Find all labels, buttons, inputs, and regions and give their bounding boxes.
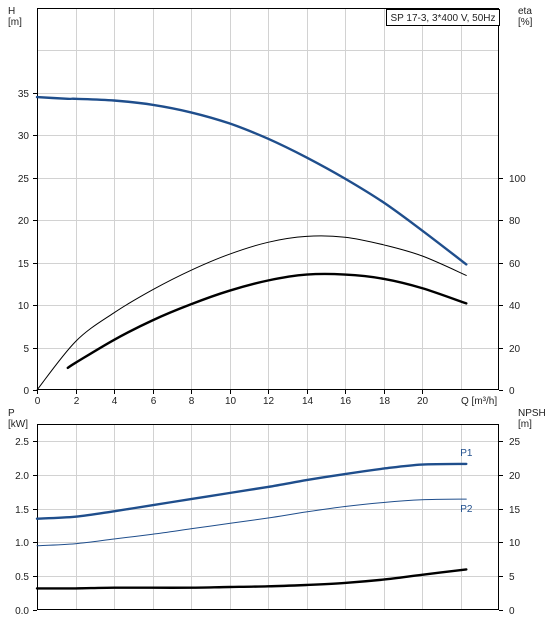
- plot-frame-1: [37, 8, 499, 390]
- y-tick-label: 15: [18, 259, 30, 270]
- y2-tick-label: 15: [509, 505, 521, 516]
- y2-axis-unit: [m]: [518, 419, 532, 430]
- x-tick-label: 8: [189, 396, 195, 407]
- y2-tick-label: 0: [509, 606, 515, 617]
- x-tick-label: 20: [417, 396, 429, 407]
- series-label-p2: P2: [460, 504, 473, 515]
- y2-axis-label: NPSH: [518, 408, 546, 419]
- y2-tick-label: 40: [509, 301, 521, 312]
- y2-tick-label: 20: [509, 471, 521, 482]
- y-tick-label: 1.0: [15, 538, 29, 549]
- x-tick-label: 16: [340, 396, 352, 407]
- series-line-1-1: [35, 95, 468, 266]
- y-tick-label: 30: [18, 131, 30, 142]
- chart-title: SP 17-3, 3*400 V, 50Hz: [390, 13, 495, 24]
- y-tick-label: 2.5: [15, 437, 29, 448]
- x-tick-label: 10: [225, 396, 237, 407]
- y2-axis-unit: [%]: [518, 17, 533, 28]
- y2-tick-label: 80: [509, 216, 521, 227]
- series-line-2-2: [36, 498, 467, 547]
- x-tick-label: 0: [35, 396, 41, 407]
- series-line-2-3: [35, 568, 468, 590]
- y-tick-label: 2.0: [15, 471, 29, 482]
- chart-title-box: [386, 9, 500, 26]
- y2-tick-label: 5: [509, 572, 515, 583]
- x-tick-label: 18: [379, 396, 391, 407]
- y-axis-label: H: [8, 6, 15, 17]
- x-tick-label: 14: [302, 396, 314, 407]
- x-tick-label: 6: [151, 396, 157, 407]
- series-line-1-3: [66, 272, 468, 370]
- series-line-1-2: [36, 235, 467, 391]
- y2-tick-label: 10: [509, 538, 521, 549]
- y-tick-label: 1.5: [15, 505, 29, 516]
- y-tick-label: 10: [18, 301, 30, 312]
- y-tick-label: 35: [18, 89, 30, 100]
- y-tick-label: 0.5: [15, 572, 29, 583]
- y-axis-label: P: [8, 408, 15, 419]
- y-axis-unit: [m]: [8, 17, 22, 28]
- y2-tick-label: 25: [509, 437, 521, 448]
- y-tick-label: 0: [23, 386, 29, 397]
- y2-axis-label: eta: [518, 6, 532, 17]
- x-tick-label: 2: [74, 396, 80, 407]
- y-tick-label: 5: [23, 344, 29, 355]
- y2-tick-label: 20: [509, 344, 521, 355]
- x-axis-label: Q [m³/h]: [461, 396, 497, 407]
- y2-tick-label: 0: [509, 386, 515, 397]
- x-tick-label: 12: [263, 396, 275, 407]
- x-tick-label: 4: [112, 396, 118, 407]
- series-line-2-1: [35, 462, 468, 520]
- y2-tick-label: 60: [509, 259, 521, 270]
- y-axis-unit: [kW]: [8, 419, 28, 430]
- y2-tick-label: 100: [509, 174, 526, 185]
- y-tick-label: 0.0: [15, 606, 29, 617]
- plot-frame-2: [37, 424, 499, 610]
- series-label-p1: P1: [460, 448, 473, 459]
- y-tick-label: 25: [18, 174, 30, 185]
- y-tick-label: 20: [18, 216, 30, 227]
